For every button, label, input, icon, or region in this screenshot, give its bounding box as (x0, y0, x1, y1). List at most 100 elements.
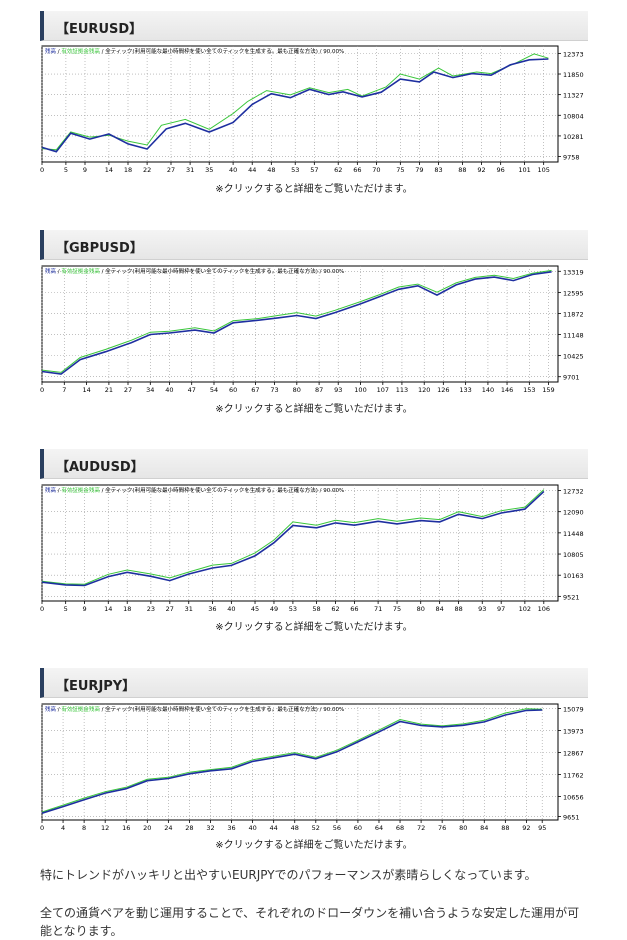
x-tick-label: 75 (396, 166, 404, 174)
chart-caption[interactable]: ※クリックすると詳細をご覧いただけます。 (215, 184, 413, 195)
x-tick-label: 12 (101, 824, 109, 832)
chart-eurusd[interactable]: 9758 10281 10804 11327 11850 12373 0 5 9 14 18 22 27… (40, 44, 588, 174)
chart-gbpusd[interactable]: 9701 10425 11148 11872 12595 13319 0 7 14 21 27 34 4… (40, 264, 588, 394)
x-tick-label: 102 (519, 605, 531, 613)
chart-audusd[interactable]: 9521 10163 10805 11448 12090 12732 0 5 9 14 18 23 27… (40, 483, 588, 613)
plot-area (41, 265, 559, 383)
legend-separator: / (100, 707, 105, 713)
legend-quality: 90.00% (323, 49, 344, 55)
x-tick-label: 40 (165, 386, 173, 394)
x-tick-label: 62 (334, 166, 342, 174)
x-tick-label: 36 (227, 824, 235, 832)
x-tick-label: 54 (210, 386, 218, 394)
equity-chart-svg: 9521 10163 10805 11448 12090 12732 0 5 9 14 18 23 27… (40, 484, 584, 613)
x-tick-label: 34 (146, 386, 154, 394)
x-tick-label: 106 (538, 605, 550, 613)
x-tick-label: 159 (542, 386, 554, 394)
chart-eurjpy[interactable]: 9651 10656 11762 12867 13973 15079 0 4 8 12 16 20 24… (40, 702, 588, 832)
x-tick-label: 0 (40, 166, 44, 174)
x-tick-label: 66 (350, 605, 358, 613)
x-tick-label: 105 (537, 166, 549, 174)
x-tick-label: 70 (372, 166, 380, 174)
x-tick-label: 80 (417, 605, 425, 613)
legend: 残高 / 有効証拠金残高 / 全ティック(利用可能な最小時間枠を使い全てのティッ… (45, 267, 344, 275)
legend-quality: 90.00% (323, 488, 344, 494)
x-tick-label: 56 (333, 824, 341, 832)
x-tick-label: 146 (501, 386, 513, 394)
x-tick-label: 32 (206, 824, 214, 832)
y-tick-label: 10656 (563, 794, 584, 802)
x-tick-label: 60 (229, 386, 237, 394)
x-tick-label: 27 (124, 386, 132, 394)
x-tick-label: 79 (415, 166, 423, 174)
chart-caption[interactable]: ※クリックすると詳細をご覧いただけます。 (215, 622, 413, 633)
y-tick-label: 13319 (563, 268, 584, 276)
legend-separator: / (318, 49, 323, 55)
y-tick-label: 10163 (563, 572, 584, 580)
x-tick-label: 21 (105, 386, 113, 394)
chart-caption[interactable]: ※クリックすると詳細をご覧いただけます。 (215, 404, 413, 415)
x-tick-label: 87 (315, 386, 323, 394)
x-tick-label: 0 (40, 824, 44, 832)
balance-line (41, 491, 545, 587)
x-tick-label: 88 (454, 605, 462, 613)
x-tick-label: 113 (396, 386, 408, 394)
x-tick-label: 31 (186, 166, 194, 174)
heading-text: 【AUDUSD】 (56, 460, 144, 475)
x-tick-label: 72 (417, 824, 425, 832)
summary-paragraph-2: 全ての通貨ペアを動じ運用することで、それぞれのドローダウンを補い合うような安定し… (40, 906, 580, 938)
legend-separator: / (100, 488, 105, 494)
legend-quality: 90.00% (323, 707, 344, 713)
x-tick-label: 67 (251, 386, 259, 394)
x-tick-label: 49 (270, 605, 278, 613)
y-tick-label: 12732 (563, 488, 584, 496)
x-tick-label: 140 (482, 386, 494, 394)
y-tick-label: 12090 (563, 509, 584, 517)
x-tick-label: 22 (143, 166, 151, 174)
x-tick-label: 107 (377, 386, 389, 394)
y-tick-label: 12373 (563, 50, 584, 58)
legend: 残高 / 有効証拠金残高 / 全ティック(利用可能な最小時間枠を使い全てのティッ… (45, 47, 344, 55)
y-tick-label: 11762 (563, 772, 584, 780)
section-heading: 【GBPUSD】 (40, 230, 588, 260)
x-tick-label: 9 (83, 605, 87, 613)
x-tick-label: 31 (185, 605, 193, 613)
x-tick-label: 93 (334, 386, 342, 394)
section-audusd: 【AUDUSD】 (40, 449, 588, 479)
x-tick-label: 80 (293, 386, 301, 394)
y-tick-label: 10804 (563, 112, 584, 120)
x-tick-label: 40 (248, 824, 256, 832)
legend-separator: / (56, 488, 61, 494)
x-tick-label: 27 (167, 166, 175, 174)
y-tick-label: 11850 (563, 71, 584, 79)
x-tick-label: 84 (480, 824, 488, 832)
balance-line (41, 58, 549, 153)
x-tick-label: 7 (62, 386, 66, 394)
chart-caption[interactable]: ※クリックすると詳細をご覧いただけます。 (215, 840, 413, 851)
x-tick-label: 47 (188, 386, 196, 394)
x-tick-label: 88 (458, 166, 466, 174)
legend-separator: / (100, 269, 105, 275)
heading-text: 【EURUSD】 (56, 22, 143, 37)
x-tick-label: 66 (353, 166, 361, 174)
x-tick-label: 120 (418, 386, 430, 394)
x-tick-label: 24 (164, 824, 172, 832)
x-tick-label: 95 (538, 824, 546, 832)
y-tick-label: 15079 (563, 705, 584, 713)
y-tick-label: 9521 (563, 593, 580, 601)
x-tick-label: 23 (147, 605, 155, 613)
y-tick-label: 13973 (563, 727, 584, 735)
x-tick-label: 101 (518, 166, 530, 174)
x-tick-label: 68 (396, 824, 404, 832)
legend-equity: 有効証拠金残高 (61, 47, 100, 55)
x-tick-label: 5 (64, 605, 68, 613)
x-tick-label: 18 (124, 166, 132, 174)
x-tick-label: 64 (375, 824, 383, 832)
equity-line (41, 708, 543, 813)
x-tick-label: 83 (434, 166, 442, 174)
x-tick-label: 93 (478, 605, 486, 613)
x-tick-label: 28 (185, 824, 193, 832)
x-tick-label: 44 (248, 166, 256, 174)
x-tick-label: 53 (289, 605, 297, 613)
